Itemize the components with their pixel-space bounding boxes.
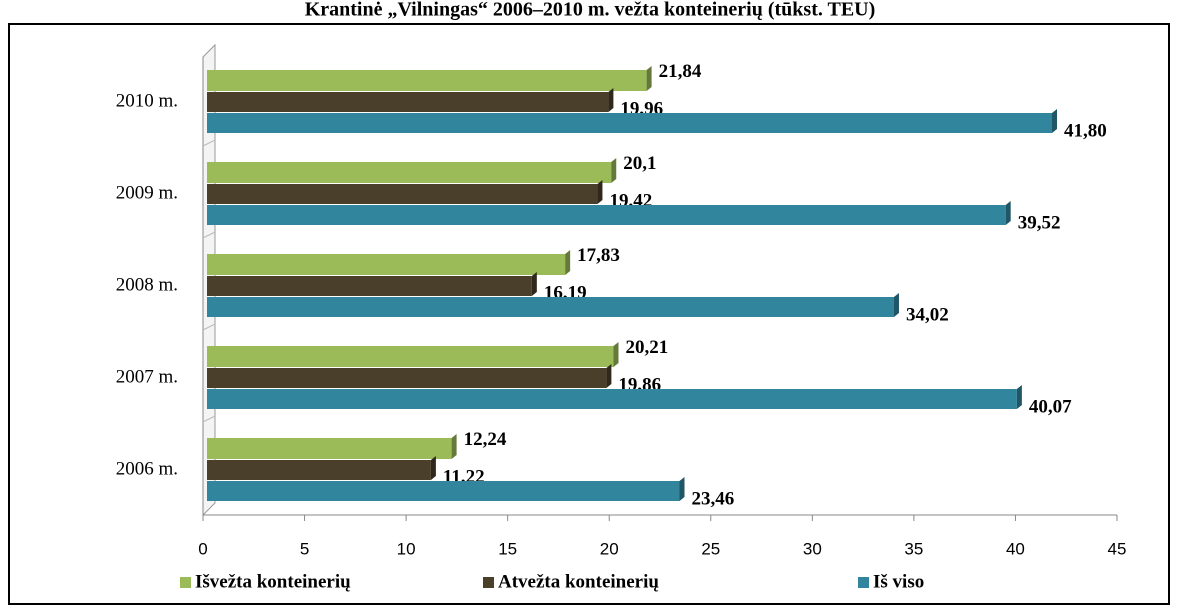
bar [207, 481, 680, 501]
x-tick-label: 10 [397, 539, 416, 558]
bar-side [606, 364, 612, 388]
x-tick-label: 30 [803, 539, 822, 558]
y-tick-label: 2009 m. [116, 182, 178, 203]
data-label: 23,46 [691, 488, 734, 509]
bar [207, 162, 612, 183]
y-tick-label: 2006 m. [116, 458, 178, 479]
bar-side [1016, 385, 1022, 409]
bar-side [613, 342, 619, 367]
chart-title: Krantinė „Vilningas“ 2006–2010 m. vežta … [305, 0, 876, 21]
data-label: 41,80 [1064, 120, 1107, 141]
wall-divider [202, 415, 216, 423]
bar [207, 389, 1017, 409]
bar [207, 70, 647, 91]
bar [207, 460, 431, 480]
legend-swatch [483, 577, 494, 588]
wall-divider [202, 323, 216, 331]
bar-side [1052, 109, 1058, 133]
bar [207, 184, 598, 204]
bar-side [1005, 201, 1011, 225]
bar [207, 438, 452, 459]
bar-side [565, 250, 571, 275]
data-label: 12,24 [464, 429, 507, 450]
legend-label: Iš viso [873, 571, 924, 592]
y-tick-label: 2007 m. [116, 366, 178, 387]
data-label: 34,02 [906, 304, 949, 325]
bar [207, 346, 614, 367]
wall-divider [202, 139, 216, 147]
x-tick-label: 0 [198, 539, 207, 558]
bar-side [679, 477, 685, 501]
bar [207, 276, 532, 296]
data-label: 20,1 [623, 153, 656, 174]
data-label: 17,83 [577, 245, 620, 266]
legend-label: Išvežta konteinerių [195, 571, 351, 592]
legend-swatch [858, 577, 869, 588]
x-tick-label: 15 [498, 539, 517, 558]
bar [207, 254, 566, 275]
bar [207, 368, 607, 388]
data-label: 20,21 [625, 337, 668, 358]
legend-label: Atvežta konteinerių [498, 571, 659, 592]
x-tick-label: 20 [600, 539, 619, 558]
bar-side [430, 456, 436, 480]
bar-side [893, 293, 899, 317]
x-tick-label: 35 [904, 539, 923, 558]
bar [207, 92, 609, 112]
bar-side [531, 272, 537, 296]
wall-divider [202, 231, 216, 239]
bar-side [608, 88, 614, 112]
data-label: 40,07 [1029, 396, 1072, 417]
data-label: 21,84 [659, 61, 702, 82]
bar-side [597, 180, 603, 204]
x-tick-label: 45 [1108, 539, 1127, 558]
x-tick-label: 40 [1006, 539, 1025, 558]
x-tick-label: 25 [701, 539, 720, 558]
bar-side [646, 66, 652, 91]
bar [207, 205, 1006, 225]
y-tick-label: 2008 m. [116, 274, 178, 295]
data-label: 39,52 [1018, 212, 1061, 233]
bar-side [611, 158, 617, 183]
bar [207, 113, 1053, 133]
legend-swatch [180, 577, 191, 588]
bar-side [451, 434, 457, 459]
y-tick-label: 2010 m. [116, 90, 178, 111]
x-tick-label: 5 [300, 539, 309, 558]
bar [207, 297, 894, 317]
